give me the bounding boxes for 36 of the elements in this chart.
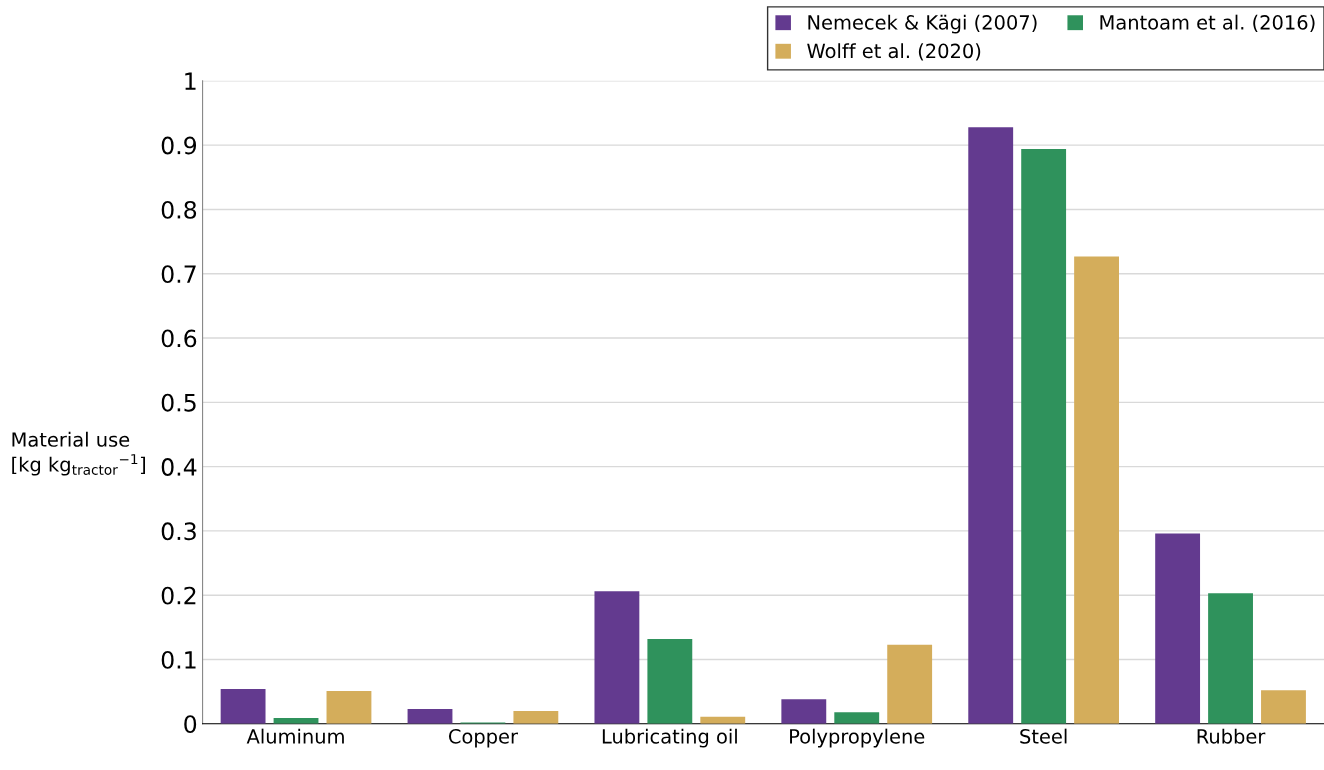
bar <box>220 689 266 724</box>
x-tick-label: Rubber <box>1197 728 1266 744</box>
bar <box>1074 256 1119 724</box>
bar <box>1208 593 1253 724</box>
y-tick-label: 0.6 <box>161 329 197 348</box>
bar <box>1261 690 1306 724</box>
y-tick-label: 0.2 <box>161 586 196 605</box>
y-tick-label: 0.7 <box>161 265 196 284</box>
x-tick-label: Polypropylene <box>790 728 925 748</box>
y-tick-label: 0.3 <box>161 522 196 541</box>
x-tick-label: Steel <box>1020 728 1067 744</box>
y-tick-label: 0 <box>184 715 197 734</box>
x-tick-label: Copper <box>448 729 518 748</box>
bar <box>887 644 933 724</box>
bar <box>968 127 1014 724</box>
bar <box>407 709 453 724</box>
y-tick-label: 0.8 <box>161 200 197 219</box>
y-tick-label: 0.1 <box>161 650 196 669</box>
bar <box>1021 149 1067 724</box>
x-tick-label: Aluminum <box>246 728 344 744</box>
bar <box>834 712 880 724</box>
y-tick-label: 1 <box>185 72 196 90</box>
legend-label: Mantoam et al. (2016) <box>1100 14 1315 33</box>
legend-label: Wolff et al. (2020) <box>807 43 981 61</box>
bar <box>326 691 372 724</box>
bar <box>594 591 640 724</box>
y-tick-label: 0.4 <box>161 458 197 476</box>
bar <box>513 710 559 724</box>
bar <box>647 638 693 724</box>
y-tick-label: 0.9 <box>161 136 197 155</box>
x-tick-label: Lubricating oil <box>602 728 737 748</box>
bar <box>1155 533 1201 724</box>
bar <box>781 699 827 724</box>
y-tick-label: 0.5 <box>161 393 196 412</box>
y-axis-title: Material use [kg kg$_{tractor}$$^{−1}$] <box>12 431 145 476</box>
legend-label: Nemecek & Kägi (2007) <box>808 14 1037 34</box>
